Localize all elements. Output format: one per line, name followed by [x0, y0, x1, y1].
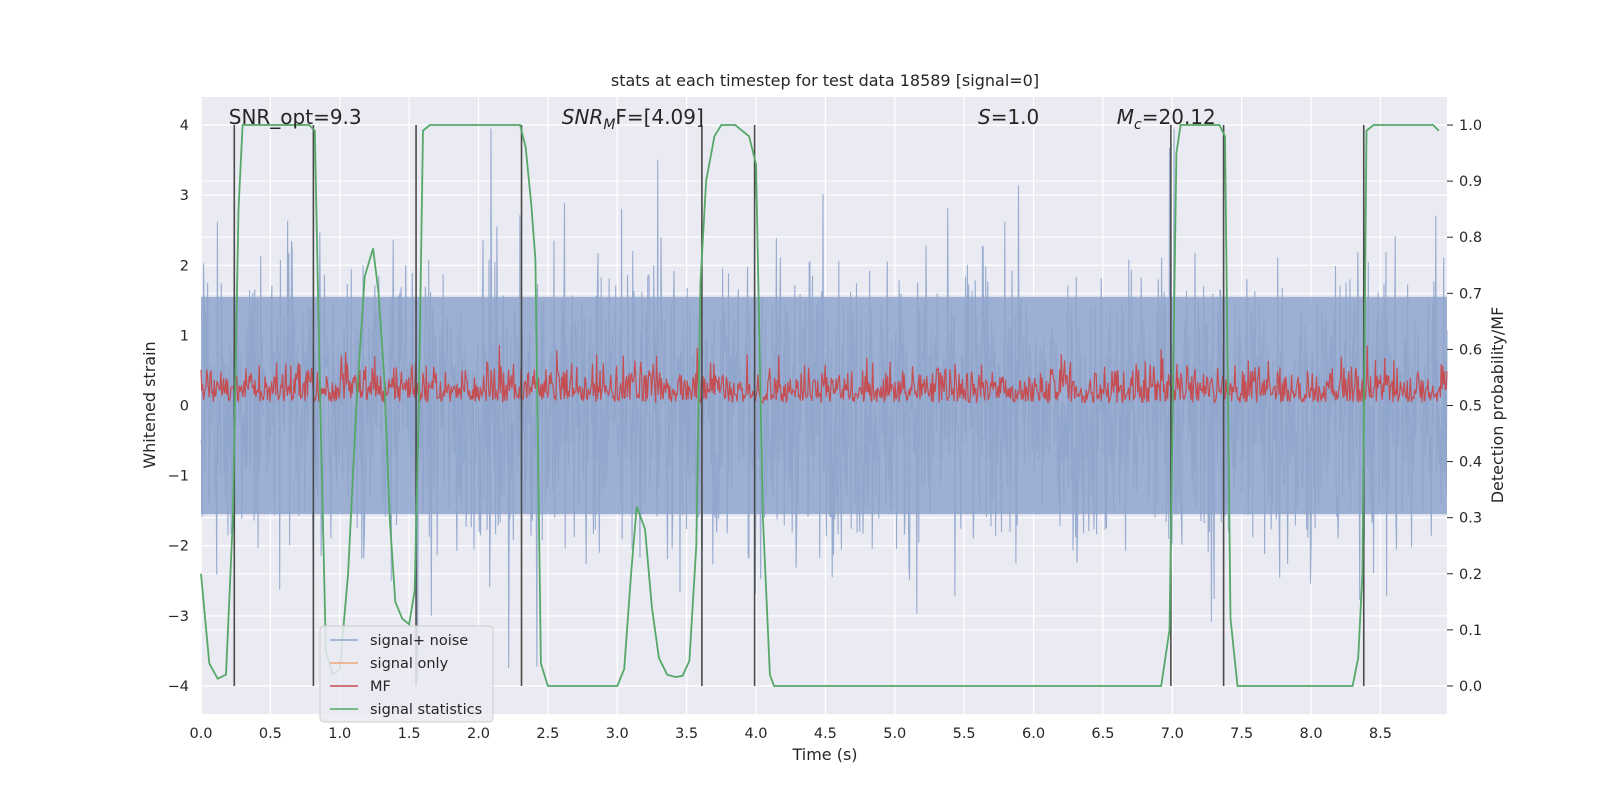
series-mf [200, 345, 1448, 405]
y-tick-right-label: 0.4 [1459, 455, 1482, 471]
x-tick-label: 0.5 [259, 726, 282, 742]
x-tick-label: 8.5 [1369, 726, 1392, 742]
x-tick-label: 7.5 [1230, 726, 1253, 742]
x-tick-label: 7.0 [1161, 726, 1184, 742]
legend-label-noise: signal+ noise [370, 633, 468, 649]
y-axis-label-left: Whitened strain [140, 341, 159, 468]
x-tick-label: 2.0 [467, 726, 490, 742]
left-axis-ticks: −4 −3 −2 −1 0 1 2 3 4 [168, 118, 189, 695]
annotation-text: Mc=20.12 [1117, 105, 1216, 133]
x-tick-label: 5.5 [953, 726, 976, 742]
x-axis-label: Time (s) [791, 745, 857, 764]
x-tick-label: 2.5 [536, 726, 559, 742]
annotations: SNR_opt=9.3 SNRMF=[4.09] S=1.0 Mc=20.12 [229, 105, 1216, 133]
legend-box [319, 625, 494, 723]
y-tick-right-label: 0.9 [1459, 174, 1482, 190]
chart-title: stats at each timestep for test data 185… [611, 71, 1039, 90]
annotation-text: S=1.0 [978, 105, 1039, 129]
y-tick-left-label: −4 [168, 679, 189, 695]
x-tick-label: 3.5 [675, 726, 698, 742]
y-tick-right-label: 0.2 [1459, 567, 1482, 583]
x-tick-label: 4.5 [814, 726, 837, 742]
series-signal-plus-noise [200, 128, 1448, 683]
x-tick-label: 8.0 [1299, 726, 1322, 742]
x-tick-label: 6.0 [1022, 726, 1045, 742]
y-tick-right-label: 1.0 [1459, 118, 1482, 134]
x-tick-label: 6.5 [1091, 726, 1114, 742]
x-tick-label: 1.5 [398, 726, 421, 742]
legend-label-mf: MF [370, 679, 391, 695]
y-tick-left-label: 2 [180, 258, 189, 274]
x-axis-ticks: 0.0 0.5 1.0 1.5 2.0 2.5 3.0 3.5 4.0 4.5 5.0 5.5 6.0 6… [189, 726, 1391, 742]
y-tick-left-label: −1 [168, 469, 189, 485]
y-tick-right-label: 0.8 [1459, 230, 1482, 246]
y-tick-right-label: 0.6 [1459, 342, 1482, 358]
x-tick-label: 3.0 [606, 726, 629, 742]
y-tick-right-label: 0.7 [1459, 286, 1482, 302]
annotation-text: SNR_opt=9.3 [229, 105, 362, 129]
noise-core-band [201, 296, 1447, 515]
legend: signal+ noise signal only MF signal stat… [319, 625, 494, 723]
y-tick-left-label: 4 [180, 118, 189, 134]
y-tick-right-label: 0.0 [1459, 679, 1482, 695]
y-tick-left-label: −3 [168, 609, 189, 625]
y-tick-left-label: 0 [180, 399, 189, 415]
x-tick-label: 0.0 [189, 726, 212, 742]
y-tick-right-label: 0.5 [1459, 399, 1482, 415]
legend-label-stats: signal statistics [370, 702, 482, 718]
y-tick-left-label: 1 [180, 328, 189, 344]
y-tick-left-label: 3 [180, 188, 189, 204]
x-tick-label: 1.0 [328, 726, 351, 742]
x-tick-label: 4.0 [744, 726, 767, 742]
right-axis-ticks: 0.0 0.1 0.2 0.3 0.4 0.5 0.6 0.7 0.8 0.9 1.0 [1447, 118, 1482, 695]
annotation-text: SNRMF=[4.09] [562, 105, 704, 133]
y-axis-label-right: Detection probability/MF [1488, 307, 1507, 504]
y-tick-left-label: −2 [168, 539, 189, 555]
x-tick-label: 5.0 [883, 726, 906, 742]
y-tick-right-label: 0.3 [1459, 511, 1482, 527]
y-tick-right-label: 0.1 [1459, 623, 1482, 639]
legend-label-signal: signal only [370, 656, 449, 672]
mf-line [200, 345, 1448, 405]
